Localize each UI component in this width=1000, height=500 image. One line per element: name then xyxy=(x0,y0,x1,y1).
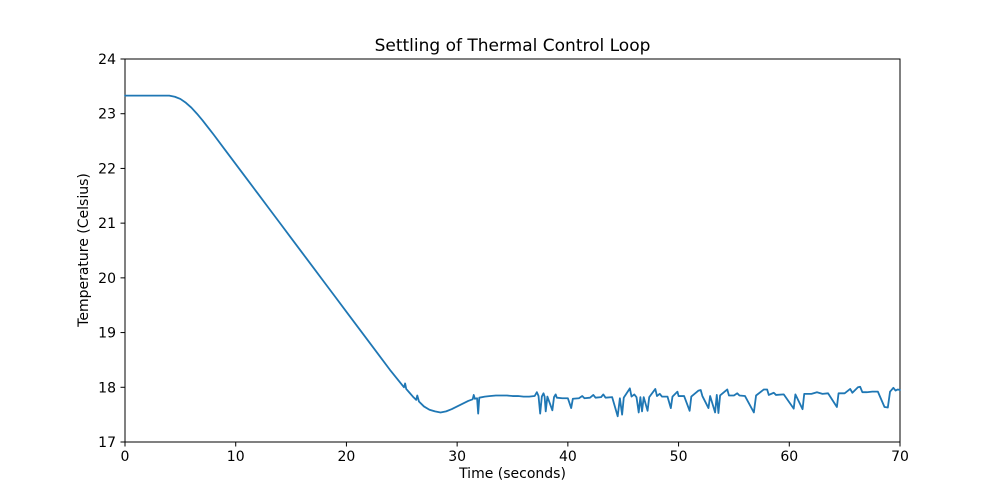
x-tick-label: 50 xyxy=(670,449,688,465)
y-tick-label: 24 xyxy=(98,52,116,68)
x-tick-label: 40 xyxy=(559,449,577,465)
axes-spines xyxy=(124,58,901,443)
y-tick-label: 18 xyxy=(98,380,116,396)
y-tick-label: 17 xyxy=(98,435,116,451)
x-tick-label: 20 xyxy=(338,449,356,465)
x-tick-label: 70 xyxy=(891,449,909,465)
x-tick-label: 10 xyxy=(227,449,245,465)
chart-title: Settling of Thermal Control Loop xyxy=(374,36,651,56)
y-tick-label: 19 xyxy=(98,326,116,342)
x-tick-label: 0 xyxy=(121,449,130,465)
y-tick-label: 21 xyxy=(98,216,116,232)
x-tick-label: 30 xyxy=(448,449,466,465)
temperature-line xyxy=(124,94,901,418)
x-tick-label: 60 xyxy=(780,449,798,465)
y-tick-label: 23 xyxy=(98,107,116,123)
y-tick-label: 22 xyxy=(98,161,116,177)
x-axis-label: Time (seconds) xyxy=(459,466,566,482)
y-tick-label: 20 xyxy=(98,271,116,287)
